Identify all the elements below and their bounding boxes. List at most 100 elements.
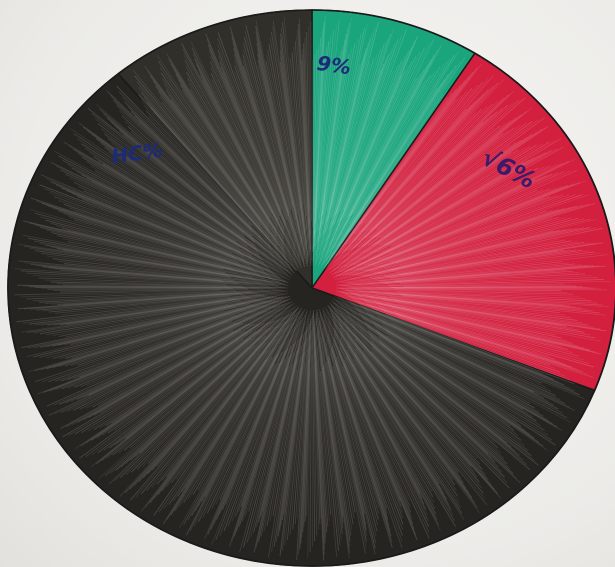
pencil-stroke bbox=[336, 290, 578, 321]
pencil-stroke bbox=[217, 49, 282, 210]
pencil-stroke bbox=[395, 217, 553, 264]
pencil-stroke bbox=[277, 329, 307, 537]
pencil-stroke bbox=[337, 209, 553, 280]
pencil-stroke bbox=[329, 53, 365, 210]
pencil-stroke bbox=[29, 286, 246, 289]
pencil-stroke bbox=[102, 113, 275, 257]
pencil-stroke bbox=[130, 131, 284, 264]
pencil-stroke bbox=[366, 295, 601, 330]
pencil-stroke bbox=[372, 292, 576, 308]
pencil-stroke bbox=[158, 327, 286, 513]
pencil-stroke bbox=[313, 37, 321, 238]
pencil-stroke bbox=[74, 210, 227, 261]
pencil-stroke bbox=[368, 104, 472, 223]
pencil-stroke bbox=[52, 296, 274, 347]
pencil-stroke bbox=[381, 203, 590, 268]
pencil-stroke bbox=[225, 311, 304, 506]
pencil-stroke bbox=[63, 249, 271, 283]
pencil-stroke bbox=[323, 322, 388, 515]
pencil-stroke bbox=[319, 371, 339, 552]
pencil-stroke bbox=[68, 309, 277, 436]
pencil-stroke bbox=[332, 307, 496, 463]
pencil-stroke bbox=[338, 88, 473, 255]
pencil-stroke bbox=[353, 315, 526, 432]
pencil-stroke bbox=[157, 91, 270, 235]
pencil-stroke bbox=[332, 366, 378, 532]
pencil-stroke bbox=[326, 28, 394, 241]
pencil-stroke bbox=[368, 121, 533, 246]
pencil-stroke bbox=[393, 263, 576, 281]
pencil-stroke bbox=[267, 49, 304, 239]
pencil-stroke bbox=[71, 304, 255, 359]
pencil-stroke bbox=[157, 308, 297, 495]
pencil-stroke bbox=[323, 48, 367, 234]
pencil-stroke bbox=[338, 50, 438, 239]
pencil-stroke bbox=[24, 262, 249, 283]
pencil-stroke bbox=[348, 291, 560, 313]
pencil-stroke bbox=[342, 80, 466, 247]
pencil-stroke bbox=[79, 304, 281, 410]
pencil-stroke bbox=[315, 318, 343, 534]
pencil-stroke bbox=[314, 351, 322, 519]
pencil-stroke bbox=[50, 181, 260, 267]
pencil-stroke bbox=[155, 85, 286, 255]
pencil-stroke bbox=[66, 190, 249, 263]
pencil-stroke bbox=[52, 293, 283, 337]
pencil-stroke bbox=[329, 310, 459, 473]
pencil-stroke bbox=[373, 301, 584, 349]
pencil-stroke bbox=[374, 326, 545, 431]
pencil-stroke bbox=[186, 71, 284, 240]
pencil-stroke bbox=[161, 329, 282, 491]
pencil-stroke bbox=[191, 355, 277, 516]
pencil-stroke bbox=[47, 296, 249, 326]
pencil-stroke bbox=[257, 54, 294, 207]
pencil-stroke bbox=[119, 313, 281, 443]
pencil-stroke bbox=[177, 79, 299, 267]
pencil-stroke bbox=[56, 225, 233, 270]
pencil-stroke bbox=[344, 294, 562, 339]
pencil-stroke bbox=[342, 366, 404, 519]
pencil-stroke bbox=[316, 332, 341, 546]
pencil-stroke bbox=[66, 310, 267, 412]
pencil-stroke bbox=[147, 313, 290, 475]
pencil-stroke bbox=[371, 299, 557, 336]
pencil-stroke bbox=[119, 345, 260, 497]
pencil-stroke bbox=[163, 83, 293, 261]
pencil-stroke bbox=[403, 283, 565, 287]
pencil-stroke bbox=[335, 73, 421, 241]
pencil-stroke bbox=[362, 299, 602, 355]
pencil-stroke bbox=[90, 322, 262, 441]
pencil-stroke bbox=[362, 356, 481, 514]
pencil-stroke bbox=[378, 336, 522, 441]
pencil-stroke bbox=[161, 342, 271, 481]
pencil-stroke bbox=[44, 188, 251, 266]
pencil-stroke bbox=[343, 50, 410, 210]
pencil-stroke bbox=[384, 217, 572, 269]
pencil-stroke bbox=[315, 312, 354, 525]
pencil-stroke bbox=[339, 29, 407, 212]
pencil-stroke bbox=[353, 358, 433, 492]
pencil-stroke bbox=[233, 354, 292, 537]
pencil-stroke bbox=[369, 269, 561, 285]
pencil-stroke bbox=[54, 268, 252, 284]
pencil-stroke bbox=[334, 310, 510, 489]
pencil-stroke bbox=[316, 30, 334, 233]
pencil-stroke bbox=[124, 101, 290, 266]
pencil-stroke bbox=[324, 41, 416, 257]
pencil-stroke bbox=[353, 293, 568, 327]
pencil-stroke bbox=[377, 332, 544, 447]
pencil-stroke bbox=[41, 202, 281, 279]
pencil-stroke bbox=[86, 316, 247, 387]
pencil-stroke bbox=[298, 24, 311, 252]
pencil-stroke bbox=[365, 227, 591, 277]
pencil-stroke bbox=[341, 315, 521, 484]
pencil-stroke bbox=[56, 235, 265, 279]
pencil-stroke bbox=[375, 249, 583, 280]
pencil-stroke bbox=[78, 186, 233, 254]
pencil-stroke bbox=[333, 333, 430, 527]
pencil-stroke bbox=[146, 102, 288, 261]
pencil-stroke bbox=[331, 349, 392, 537]
pencil-stroke bbox=[355, 307, 534, 393]
pencil-stroke bbox=[369, 217, 559, 272]
